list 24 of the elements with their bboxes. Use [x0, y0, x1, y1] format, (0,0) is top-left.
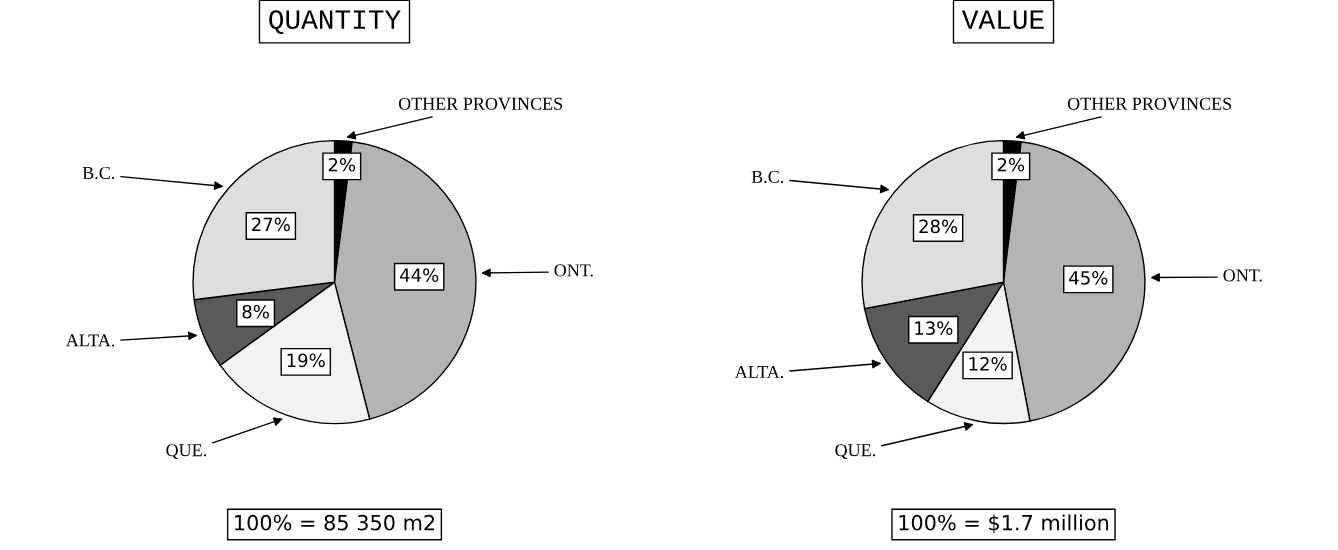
slice-label: ONT.	[1223, 269, 1262, 282]
slice-label: B.C.	[751, 170, 784, 183]
data-label: 2%	[328, 157, 356, 172]
data-label: 12%	[969, 357, 1007, 371]
slice-label: OTHER PROVINCES	[1067, 97, 1232, 110]
chart-title: VALUE	[961, 10, 1044, 30]
data-label: 28%	[919, 219, 958, 234]
slice-label: ONT.	[554, 264, 593, 277]
data-label: 8%	[242, 304, 269, 319]
slice-label: OTHER PROVINCES	[398, 97, 563, 110]
chart-title: QUANTITY	[269, 10, 401, 34]
data-label: 19%	[287, 353, 325, 368]
data-label: 44%	[400, 268, 439, 282]
slice-label: QUE.	[166, 444, 207, 460]
slice-label: ALTA.	[65, 334, 115, 347]
data-label: 45%	[1069, 270, 1108, 285]
data-label: 27%	[252, 217, 290, 232]
data-label: 2%	[997, 157, 1025, 172]
slice-label: B.C.	[82, 166, 115, 180]
slice-label: ALTA.	[734, 365, 784, 379]
data-label: 13%	[915, 321, 953, 336]
text: 100% = $1.7 million	[899, 514, 1109, 534]
text: 100% = 85 350 m2	[235, 514, 435, 531]
slice-label: QUE.	[835, 444, 876, 460]
